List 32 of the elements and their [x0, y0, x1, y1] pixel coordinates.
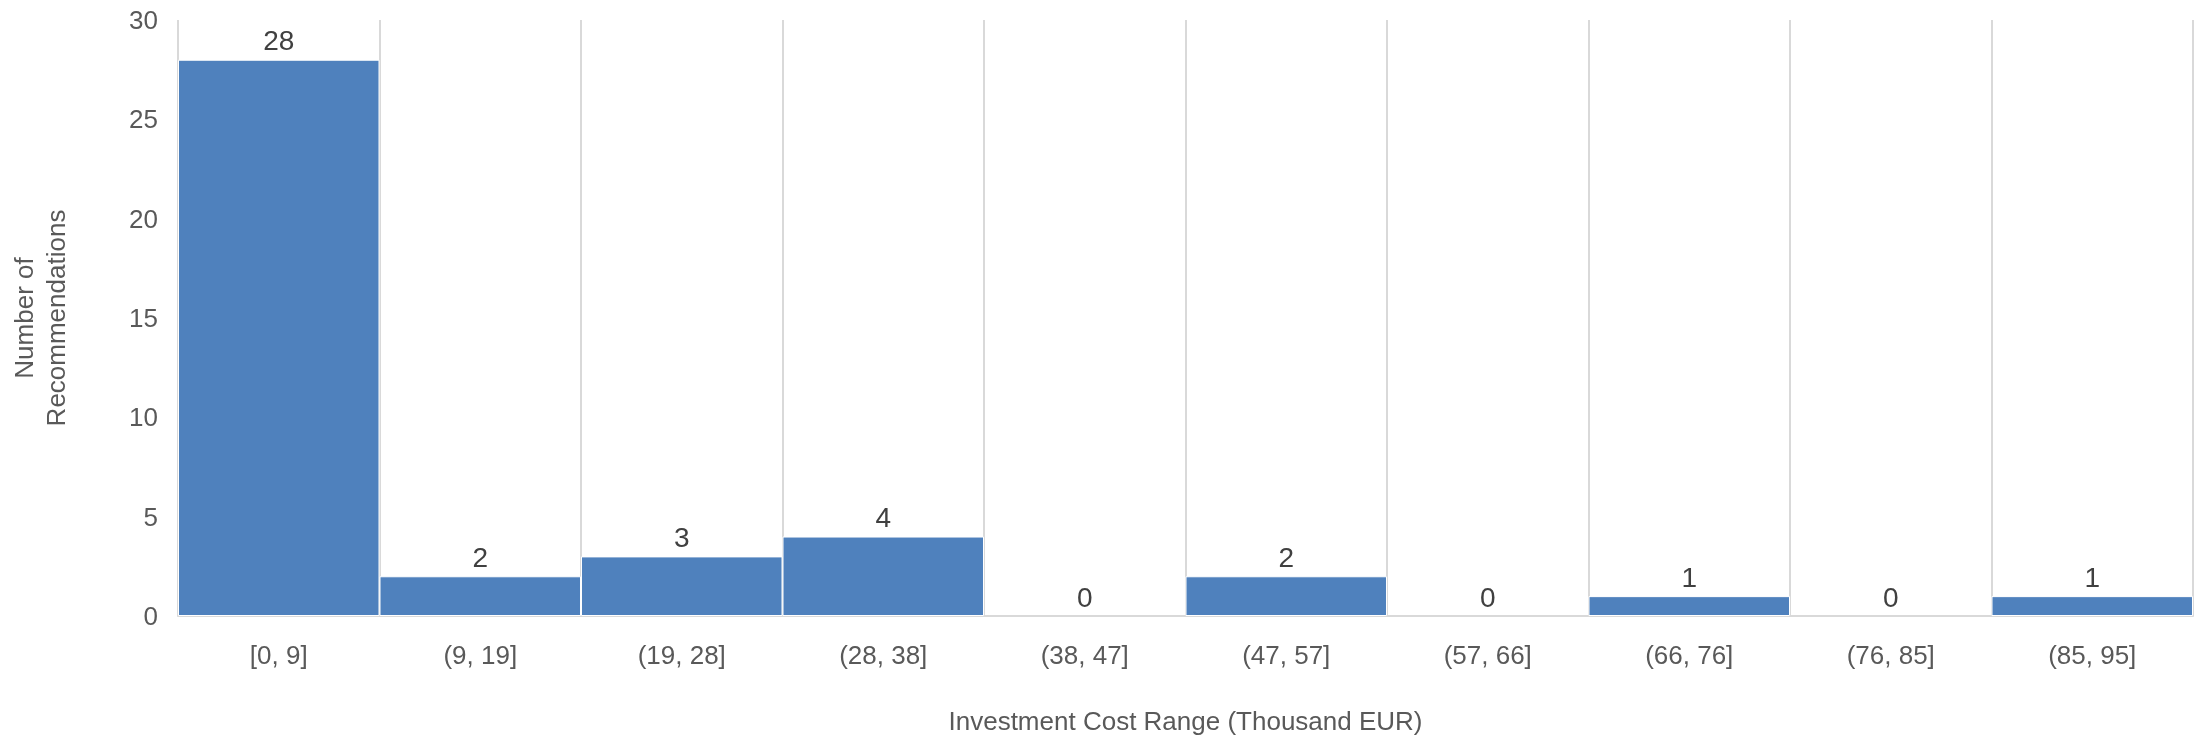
- y-tick-label: 0: [143, 601, 158, 631]
- x-tick-label: (76, 85]: [1846, 640, 1935, 670]
- bar: [1185, 576, 1387, 616]
- data-label: 28: [263, 25, 295, 57]
- y-tick-label: 10: [129, 402, 158, 433]
- y-tick-label: 15: [129, 303, 158, 333]
- data-label: 1: [1681, 561, 1698, 593]
- data-label: 4: [875, 502, 892, 534]
- y-tick-label: 5: [143, 501, 158, 532]
- x-tick-label: (66, 76]: [1645, 640, 1734, 670]
- data-label: 2: [1278, 541, 1295, 573]
- data-label: 0: [1882, 581, 1899, 613]
- y-tick-label: 20: [129, 203, 158, 234]
- y-tick-label: 30: [129, 5, 158, 35]
- x-tick-label: (47, 57]: [1242, 640, 1331, 670]
- bar: [1588, 596, 1790, 616]
- x-tick-label: (9, 19]: [443, 640, 518, 670]
- data-label: 3: [673, 521, 690, 553]
- bar: [1991, 596, 2193, 616]
- data-label: 0: [1076, 581, 1093, 613]
- x-tick-label: (85, 95]: [2048, 640, 2137, 670]
- data-label: 1: [2084, 561, 2101, 593]
- x-tick-label: (38, 47]: [1040, 640, 1129, 670]
- x-axis-title: Investment Cost Range (Thousand EUR): [948, 706, 1423, 736]
- x-tick-label: (57, 66]: [1443, 640, 1532, 670]
- y-axis-title: Number of Recommendations: [9, 209, 71, 427]
- data-label: 2: [472, 541, 489, 573]
- y-tick-label: 25: [129, 104, 158, 135]
- x-tick-label: [0, 9]: [249, 640, 308, 670]
- x-tick-label: (19, 28]: [637, 640, 726, 670]
- x-tick-label: (28, 38]: [839, 640, 928, 670]
- data-label: 0: [1479, 581, 1496, 613]
